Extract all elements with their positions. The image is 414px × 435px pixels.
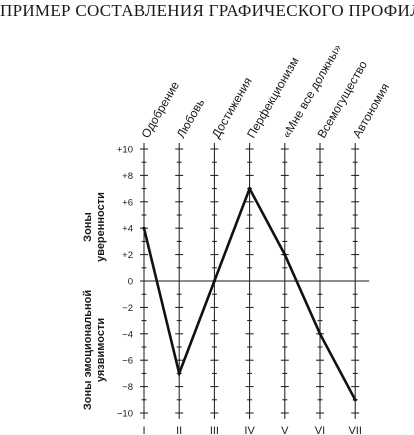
category-numeral: IV — [244, 425, 255, 435]
data-point — [142, 226, 146, 230]
data-point — [283, 253, 287, 257]
data-point — [353, 398, 357, 402]
category-numeral: III — [210, 425, 219, 435]
profile-series — [142, 185, 357, 402]
y-tick-label: −2 — [122, 303, 133, 314]
category-numeral: V — [281, 425, 289, 435]
category-label: Автономия — [350, 81, 393, 141]
y-tick-label: +6 — [122, 197, 133, 208]
y-tick-label: −6 — [122, 356, 133, 367]
y-tick-label: +2 — [122, 250, 133, 261]
y-tick-label: −4 — [122, 329, 133, 340]
y-axis-tick-labels: +10 +8 +6 +4 +2 0 −2 −4 −6 −8 −10 — [117, 145, 133, 420]
zone-label-vulnerability: Зоны эмоциональной — [82, 290, 94, 410]
y-tick-label: +8 — [122, 171, 133, 182]
data-point — [318, 332, 322, 336]
category-numeral: VII — [348, 425, 361, 435]
page-title: ПРИМЕР СОСТАВЛЕНИЯ ГРАФИЧЕСКОГО ПРОФИЛЯ — [0, 1, 414, 20]
data-point — [248, 187, 252, 191]
y-tick-label: −8 — [122, 382, 133, 393]
category-label: Любовь — [174, 96, 208, 140]
data-point — [212, 279, 216, 283]
zone-label-confidence: Зоны — [82, 212, 94, 242]
y-tick-label: −10 — [117, 409, 133, 420]
data-point — [177, 371, 181, 375]
category-numeral: I — [142, 425, 145, 435]
category-numeral: II — [176, 425, 182, 435]
zone-label-vulnerability: уязвимости — [95, 318, 107, 382]
chart-grid — [140, 143, 370, 419]
y-tick-label: +10 — [117, 145, 133, 156]
y-tick-label: 0 — [128, 277, 133, 288]
zone-label-confidence: уверенности — [95, 192, 107, 262]
category-numerals: I II III IV V VI VII — [142, 425, 361, 435]
y-tick-label: +4 — [122, 224, 133, 235]
zone-labels: Зоны уверенности Зоны эмоциональной уязвимо… — [82, 192, 107, 410]
category-numeral: VI — [315, 425, 325, 435]
